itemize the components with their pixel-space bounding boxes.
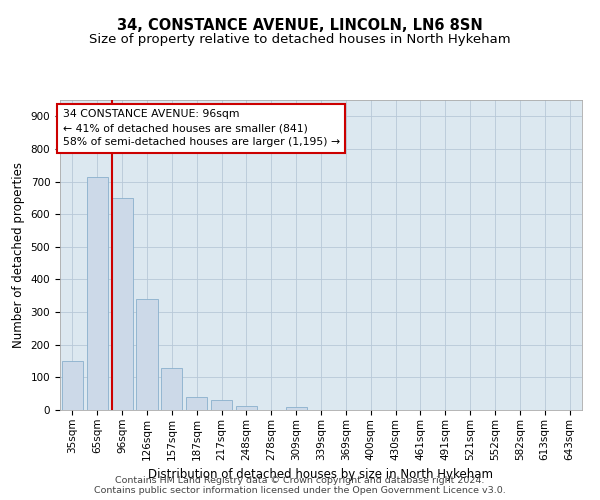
Bar: [87, 176, 108, 410]
Bar: [62, 361, 83, 410]
X-axis label: Distribution of detached houses by size in North Hykeham: Distribution of detached houses by size …: [149, 468, 493, 481]
Bar: [112, 198, 133, 410]
Bar: [286, 406, 307, 410]
Bar: [161, 368, 182, 410]
Bar: [186, 397, 207, 410]
Text: 34, CONSTANCE AVENUE, LINCOLN, LN6 8SN: 34, CONSTANCE AVENUE, LINCOLN, LN6 8SN: [117, 18, 483, 32]
Text: Contains public sector information licensed under the Open Government Licence v3: Contains public sector information licen…: [94, 486, 506, 495]
Bar: [211, 400, 232, 410]
Text: Size of property relative to detached houses in North Hykeham: Size of property relative to detached ho…: [89, 32, 511, 46]
Text: 34 CONSTANCE AVENUE: 96sqm
← 41% of detached houses are smaller (841)
58% of sem: 34 CONSTANCE AVENUE: 96sqm ← 41% of deta…: [62, 110, 340, 148]
Bar: [136, 299, 158, 410]
Bar: [236, 406, 257, 410]
Text: Contains HM Land Registry data © Crown copyright and database right 2024.: Contains HM Land Registry data © Crown c…: [115, 476, 485, 485]
Y-axis label: Number of detached properties: Number of detached properties: [12, 162, 25, 348]
